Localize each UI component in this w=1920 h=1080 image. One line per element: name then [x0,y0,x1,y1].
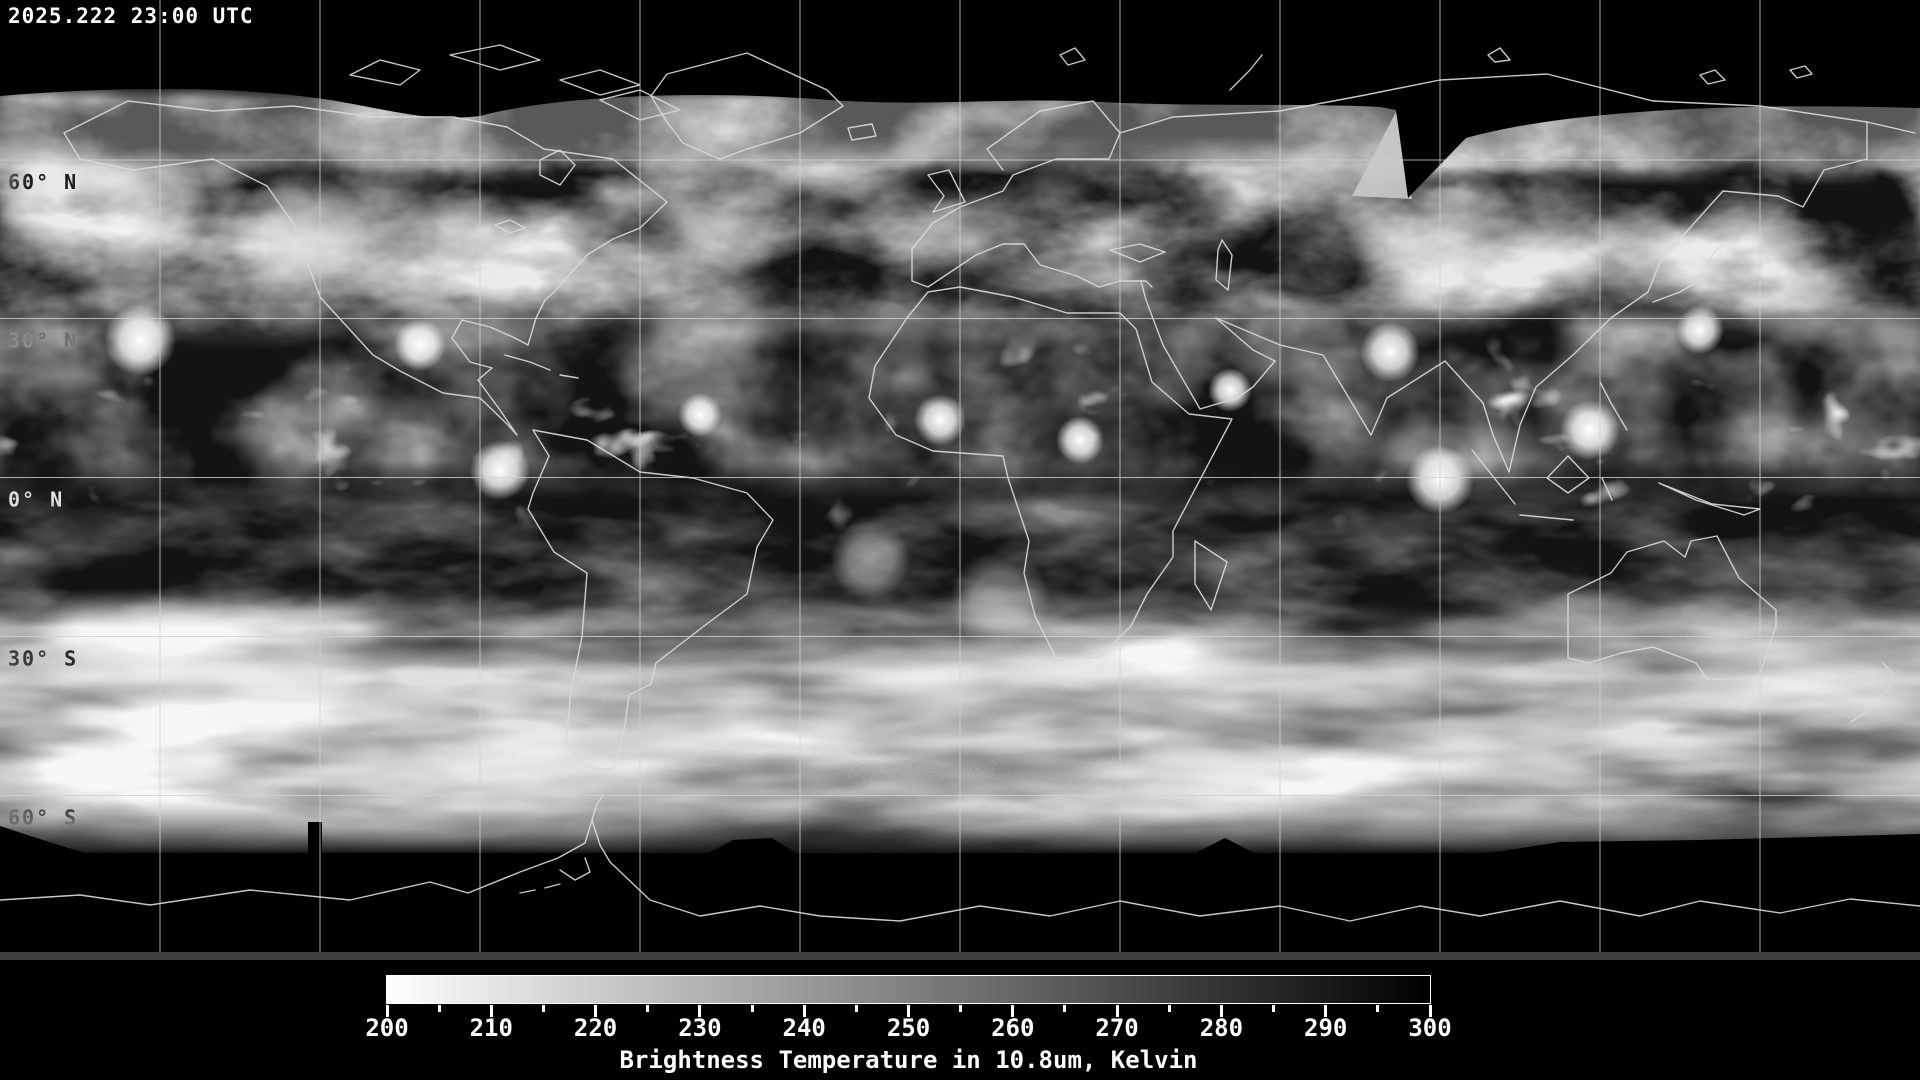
colorbar-minor-tick [1063,1005,1067,1012]
colorbar-tick-label: 200 [365,1014,409,1042]
colorbar-major-tick [1011,1005,1015,1017]
colorbar-major-tick [489,1005,493,1017]
bottom-scan-strip [0,952,1920,960]
antarctica-coast [0,819,1920,922]
colorbar-tick-label: 240 [782,1014,826,1042]
timestamp-label: 2025.222 23:00 UTC [8,4,254,28]
colorbar-major-tick [802,1005,806,1017]
colorbar-major-tick [907,1005,910,1017]
asia-east-coast [1215,121,1868,473]
colorbar-major-tick [698,1005,702,1017]
africa-coast [868,286,1233,659]
no-data-wedges [0,822,1920,856]
latitude-label: 30° S [8,647,78,671]
north-america-coast [63,100,668,436]
colorbar-minor-tick [1376,1005,1380,1012]
latitude-label: 60° S [8,806,78,830]
colorbar-minor-tick [750,1005,754,1012]
colorbar-tick-label: 260 [991,1014,1035,1042]
colorbar-major-tick [1324,1005,1328,1017]
colorbar-tick-label: 270 [1095,1014,1139,1042]
colorbar-minor-tick [646,1005,650,1012]
colorbar-tick-label: 290 [1304,1014,1348,1042]
colorbar-gradient [386,975,1431,1004]
colorbar-major-tick [1219,1005,1223,1017]
greenland-coast [650,52,844,160]
latitude-label: 60° N [8,170,78,194]
colorbar-tick-label: 220 [573,1014,618,1042]
colorbar-tick-label: 250 [886,1014,931,1042]
colorbar-minor-tick [854,1005,858,1012]
colorbar-minor-tick [1167,1005,1171,1012]
colorbar-major-tick [385,1005,389,1017]
colorbar-minor-tick [541,1005,545,1012]
coastlines [0,44,1920,922]
colorbar-tick-label: 280 [1199,1014,1244,1042]
world-ir-satellite-map: 60° N 30° N 0° N 30° S 60° S [0,0,1920,960]
new-zealand-coast [1850,662,1894,723]
colorbar-major-tick [594,1005,598,1017]
colorbar-tick-label: 210 [469,1014,513,1042]
swath-edge-wedge [1352,112,1412,199]
colorbar-title: Brightness Temperature in 10.8um, Kelvin [619,1046,1198,1074]
colorbar-major-tick [1115,1005,1119,1017]
latitude-labels: 60° N 30° N 0° N 30° S 60° S [8,170,78,830]
japan-coast [1652,243,1724,303]
colorbar-minor-tick [437,1005,441,1012]
latitude-label: 30° N [8,329,78,353]
colorbar-minor-tick [959,1005,963,1012]
australia-coast [1567,535,1777,680]
colorbar-minor-tick [1272,1005,1276,1012]
colorbar-major-tick [1428,1005,1432,1017]
colorbar-tick-label: 300 [1408,1014,1452,1042]
latitude-label: 0° N [8,488,64,512]
arabia-coast [1140,280,1276,410]
graticule [0,0,1920,952]
colorbar-tick-label: 230 [678,1014,722,1042]
south-america-coast [527,429,774,770]
europe-coast [911,100,1121,250]
asia-north-coast [1119,73,1916,134]
